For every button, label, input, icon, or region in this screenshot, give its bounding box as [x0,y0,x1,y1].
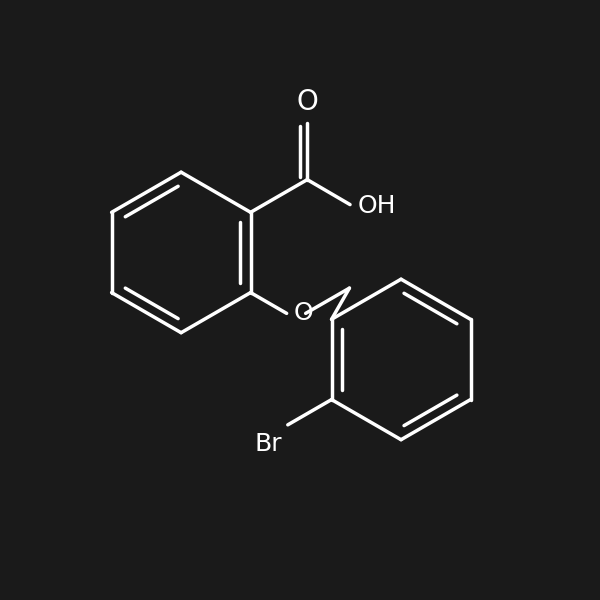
Text: OH: OH [357,194,395,218]
Text: O: O [296,88,318,116]
Text: Br: Br [254,432,282,456]
Text: O: O [294,301,313,325]
